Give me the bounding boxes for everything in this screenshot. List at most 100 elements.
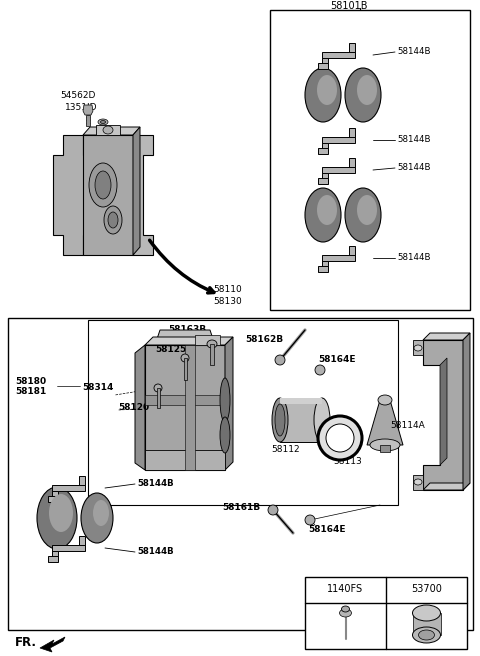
Ellipse shape: [339, 609, 351, 617]
Polygon shape: [156, 388, 159, 408]
Ellipse shape: [378, 395, 392, 405]
Text: 58144B: 58144B: [137, 480, 174, 489]
Polygon shape: [185, 345, 195, 470]
Polygon shape: [318, 63, 328, 69]
Polygon shape: [412, 613, 441, 635]
Polygon shape: [322, 52, 355, 58]
Polygon shape: [83, 135, 133, 255]
Polygon shape: [280, 398, 322, 442]
Polygon shape: [322, 143, 328, 152]
Ellipse shape: [207, 340, 217, 348]
Polygon shape: [349, 43, 355, 52]
Polygon shape: [48, 556, 58, 562]
Text: 58114A: 58114A: [390, 422, 425, 430]
Polygon shape: [322, 58, 328, 67]
Polygon shape: [322, 261, 328, 270]
Polygon shape: [79, 536, 85, 545]
Polygon shape: [423, 340, 463, 490]
Ellipse shape: [305, 515, 315, 525]
Polygon shape: [440, 358, 447, 465]
Polygon shape: [123, 135, 153, 255]
Polygon shape: [52, 491, 58, 500]
Polygon shape: [322, 173, 328, 182]
Bar: [88, 320, 398, 505]
Text: 58144B: 58144B: [137, 548, 174, 556]
Ellipse shape: [341, 606, 349, 612]
Ellipse shape: [345, 188, 381, 242]
Polygon shape: [322, 137, 355, 143]
Polygon shape: [86, 115, 90, 126]
Text: 58144B: 58144B: [397, 253, 431, 262]
Text: 58130: 58130: [213, 297, 242, 306]
Ellipse shape: [315, 365, 325, 375]
Polygon shape: [413, 475, 423, 490]
Text: 53700: 53700: [411, 584, 442, 594]
Text: 58144B: 58144B: [397, 47, 431, 56]
Text: 58113: 58113: [333, 457, 362, 466]
Ellipse shape: [104, 206, 122, 234]
Text: 58101B: 58101B: [330, 1, 368, 11]
Ellipse shape: [419, 630, 434, 640]
Ellipse shape: [98, 119, 108, 125]
Polygon shape: [145, 345, 225, 470]
Text: 58125: 58125: [155, 346, 186, 354]
Polygon shape: [48, 496, 58, 502]
Polygon shape: [349, 246, 355, 255]
Polygon shape: [318, 178, 328, 184]
Ellipse shape: [89, 163, 117, 207]
Bar: [8, 318, 473, 630]
Polygon shape: [318, 266, 328, 272]
Ellipse shape: [37, 487, 77, 549]
Polygon shape: [322, 255, 355, 261]
Polygon shape: [225, 337, 233, 470]
Polygon shape: [40, 637, 65, 652]
Polygon shape: [96, 125, 120, 135]
Polygon shape: [79, 476, 85, 485]
Ellipse shape: [268, 505, 278, 515]
Ellipse shape: [272, 398, 288, 442]
Text: 58314: 58314: [82, 384, 113, 392]
Polygon shape: [53, 135, 93, 255]
Polygon shape: [349, 158, 355, 167]
Text: 58164E: 58164E: [308, 525, 346, 535]
Polygon shape: [367, 400, 403, 445]
Polygon shape: [349, 128, 355, 137]
Ellipse shape: [100, 121, 106, 123]
Polygon shape: [380, 445, 390, 452]
Bar: [270, 10, 470, 310]
Ellipse shape: [81, 493, 113, 543]
Text: 1351JD: 1351JD: [65, 102, 97, 112]
Polygon shape: [52, 551, 58, 560]
Text: 58144B: 58144B: [397, 136, 431, 144]
Polygon shape: [423, 483, 470, 490]
Ellipse shape: [95, 171, 111, 199]
Ellipse shape: [326, 424, 354, 452]
Text: 1140FS: 1140FS: [327, 584, 363, 594]
Ellipse shape: [49, 494, 73, 532]
Polygon shape: [183, 358, 187, 380]
Ellipse shape: [357, 75, 377, 105]
Ellipse shape: [220, 417, 230, 453]
Ellipse shape: [154, 384, 162, 392]
Polygon shape: [145, 337, 233, 345]
Text: 58112: 58112: [271, 445, 300, 455]
Polygon shape: [83, 105, 93, 115]
Text: 58120: 58120: [118, 403, 149, 413]
Ellipse shape: [370, 439, 400, 451]
Text: 58181: 58181: [15, 388, 46, 396]
Polygon shape: [145, 395, 225, 405]
Polygon shape: [210, 344, 214, 365]
Polygon shape: [52, 485, 85, 491]
Polygon shape: [322, 167, 355, 173]
Ellipse shape: [181, 354, 189, 362]
Ellipse shape: [317, 195, 337, 225]
Ellipse shape: [412, 627, 441, 643]
Polygon shape: [135, 345, 145, 470]
Text: 58164E: 58164E: [318, 356, 356, 365]
Text: 58180: 58180: [15, 377, 46, 386]
Text: 58144B: 58144B: [397, 163, 431, 173]
Polygon shape: [463, 333, 470, 490]
Polygon shape: [83, 127, 140, 135]
Text: FR.: FR.: [15, 636, 37, 649]
Polygon shape: [423, 333, 470, 340]
